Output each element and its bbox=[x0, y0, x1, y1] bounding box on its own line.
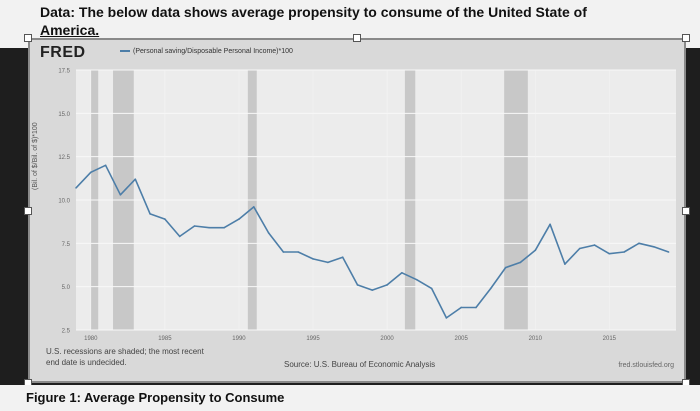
data-point bbox=[193, 225, 196, 227]
data-point bbox=[519, 261, 522, 264]
data-point bbox=[430, 287, 433, 290]
data-point bbox=[341, 256, 344, 258]
y-tick-label: 12.5 bbox=[58, 155, 70, 161]
data-point bbox=[223, 226, 225, 229]
recession-note: U.S. recessions are shaded; the most rec… bbox=[46, 346, 246, 368]
data-point bbox=[208, 226, 211, 229]
caption-line-1: Data: The below data shows average prope… bbox=[40, 4, 587, 20]
data-point bbox=[75, 187, 77, 189]
figure-caption-text: Figure 1: Average Propensity to Consume bbox=[26, 390, 285, 405]
line-chart: 2.55.07.510.012.515.017.5 1980 1985 1990 19… bbox=[58, 69, 676, 342]
x-tick-label: 1990 bbox=[232, 336, 246, 342]
data-point bbox=[638, 242, 640, 245]
data-point bbox=[564, 263, 566, 265]
data-point bbox=[104, 164, 107, 167]
resize-handle-top-right[interactable] bbox=[682, 34, 690, 42]
y-tick-label: 2.5 bbox=[62, 329, 71, 335]
data-point bbox=[149, 213, 151, 215]
data-point bbox=[386, 284, 388, 286]
y-tick-label: 5.0 bbox=[62, 285, 71, 291]
y-tick-label: 17.5 bbox=[58, 69, 70, 75]
y-axis-label: (Bil. of $/Bil. of $)*100 bbox=[32, 122, 39, 190]
data-point bbox=[282, 251, 285, 253]
data-point bbox=[578, 247, 581, 250]
data-point bbox=[652, 246, 655, 248]
resize-handle-top-left[interactable] bbox=[24, 34, 32, 42]
data-point bbox=[401, 272, 403, 274]
note-line-1: U.S. recessions are shaded; the most rec… bbox=[46, 347, 204, 356]
data-point bbox=[134, 178, 137, 180]
x-tick-label: 1980 bbox=[84, 336, 98, 342]
resize-handle-middle-right[interactable] bbox=[682, 207, 690, 215]
data-point bbox=[119, 194, 122, 196]
x-tick-label: 2000 bbox=[380, 336, 394, 342]
data-point bbox=[267, 232, 270, 234]
y-tick-label: 15.0 bbox=[58, 112, 70, 118]
grid-lines bbox=[76, 69, 676, 331]
data-point bbox=[297, 251, 300, 253]
data-point bbox=[549, 223, 551, 226]
fred-figure[interactable]: 2.5 5.0 7.5 10.0 12.5 15.0 17.5 1980 1985 1990 19… bbox=[28, 38, 686, 383]
data-point bbox=[164, 218, 166, 220]
data-point bbox=[623, 251, 625, 253]
data-point bbox=[90, 171, 92, 174]
data-point bbox=[415, 278, 418, 281]
resize-handle-middle-left[interactable] bbox=[24, 207, 32, 215]
data-point bbox=[178, 235, 181, 238]
data-point bbox=[371, 289, 374, 291]
fred-url-link[interactable]: fred.stlouisfed.org bbox=[618, 362, 674, 369]
legend-label: (Personal saving/Disposable Personal Inc… bbox=[133, 48, 293, 55]
x-tick-label: 2010 bbox=[529, 336, 543, 342]
note-line-2: end date is undecided. bbox=[46, 358, 127, 367]
data-point bbox=[356, 284, 359, 286]
data-point bbox=[608, 252, 611, 255]
data-point bbox=[445, 317, 448, 319]
data-point bbox=[252, 206, 255, 208]
series-lines bbox=[75, 164, 670, 319]
x-tick-label: 1995 bbox=[306, 336, 320, 342]
data-point bbox=[534, 249, 537, 252]
data-point bbox=[475, 306, 477, 309]
resize-handle-top-center[interactable] bbox=[353, 34, 361, 42]
fred-logo[interactable]: FRED bbox=[40, 44, 86, 61]
data-point bbox=[504, 266, 507, 269]
source-text: Source: U.S. Bureau of Economic Analysis bbox=[284, 360, 436, 369]
legend-swatch bbox=[120, 50, 130, 53]
data-point bbox=[490, 287, 492, 290]
legend: (Personal saving/Disposable Personal Inc… bbox=[120, 48, 293, 55]
data-point bbox=[460, 306, 462, 309]
y-tick-label: 7.5 bbox=[62, 242, 71, 248]
data-point bbox=[238, 218, 240, 220]
x-tick-labels: 1980 1985 1990 1995 2000 2005 2010 2015 bbox=[84, 336, 617, 342]
x-tick-label: 1985 bbox=[158, 336, 172, 342]
y-tick-labels: 2.5 5.0 7.5 10.0 12.5 15.0 17.5 bbox=[58, 69, 70, 335]
y-tick-label: 10.0 bbox=[58, 199, 70, 205]
x-tick-label: 2005 bbox=[455, 336, 469, 342]
caption-line-2: America. bbox=[40, 22, 100, 38]
data-point bbox=[593, 244, 596, 246]
data-point bbox=[667, 251, 670, 253]
data-point bbox=[327, 261, 329, 264]
data-point bbox=[312, 258, 314, 260]
figure-caption: Figure 1: Average Propensity to Consume bbox=[0, 385, 700, 411]
x-tick-label: 2015 bbox=[603, 336, 617, 342]
